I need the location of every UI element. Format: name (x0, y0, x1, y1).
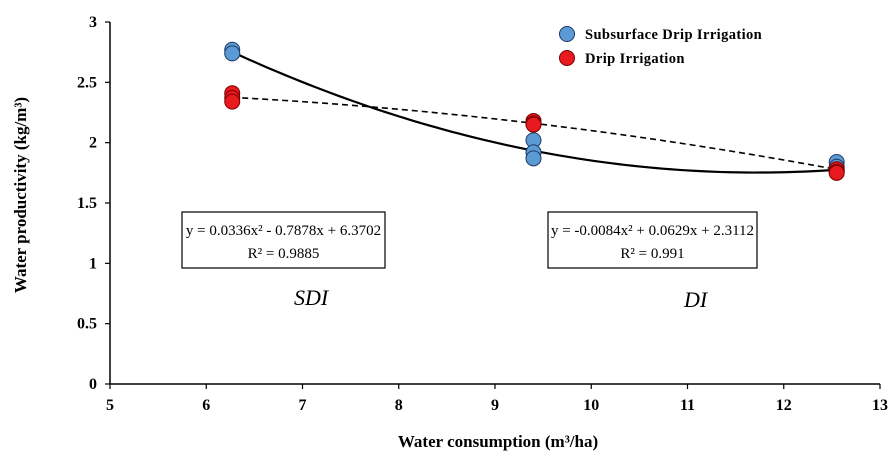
trendline-equation-di: y = -0.0084x² + 0.0629x + 2.3112 R² = 0.… (547, 211, 758, 269)
y-tick-label: 1 (89, 255, 97, 272)
legend: Subsurface Drip Irrigation Drip Irrigati… (559, 26, 762, 67)
di-point (525, 116, 542, 133)
legend-label-sdi: Subsurface Drip Irrigation (585, 27, 762, 43)
y-tick-label: 0 (89, 376, 97, 393)
annotation-di: DI (683, 287, 709, 312)
legend-marker-di (559, 50, 575, 66)
sdi-point (224, 45, 241, 62)
annotation-sdi: SDI (294, 285, 330, 310)
y-tick-label: 0.5 (77, 316, 97, 333)
equation-di: y = -0.0084x² + 0.0629x + 2.3112 (551, 223, 754, 239)
x-tick-label: 6 (202, 397, 210, 414)
y-tick-label: 3 (89, 14, 97, 31)
x-ticks: 5 6 7 8 9 10 11 12 13 (106, 384, 888, 414)
x-axis-title: Water consumption (m³/ha) (398, 432, 598, 451)
data-points (224, 41, 845, 181)
plot-area: 0 0.5 1 1.5 2 2.5 3 5 6 7 8 9 10 11 12 13 (77, 14, 888, 414)
equation-sdi: y = 0.0336x² - 0.7878x + 6.3702 (186, 223, 381, 239)
x-tick-label: 13 (872, 397, 888, 414)
r2-sdi: R² = 0.9885 (248, 246, 320, 262)
x-tick-label: 12 (776, 397, 792, 414)
x-tick-label: 10 (583, 397, 599, 414)
legend-marker-sdi (559, 26, 575, 42)
x-tick-label: 11 (680, 397, 695, 414)
x-tick-label: 5 (106, 397, 114, 414)
trendline-equation-sdi: y = 0.0336x² - 0.7878x + 6.3702 R² = 0.9… (181, 211, 386, 269)
r2-di: R² = 0.991 (620, 246, 684, 262)
y-tick-label: 2 (89, 135, 97, 152)
y-axis-title: Water productivity (kg/m³) (11, 97, 30, 293)
x-tick-label: 9 (491, 397, 499, 414)
di-point (224, 93, 241, 110)
y-ticks: 0 0.5 1 1.5 2 2.5 3 (77, 14, 110, 393)
x-tick-label: 7 (299, 397, 307, 414)
sdi-point (525, 150, 542, 167)
di-point (828, 164, 845, 181)
x-tick-label: 8 (395, 397, 403, 414)
legend-label-di: Drip Irrigation (585, 51, 685, 67)
y-tick-label: 1.5 (77, 195, 97, 212)
y-tick-label: 2.5 (77, 74, 97, 91)
